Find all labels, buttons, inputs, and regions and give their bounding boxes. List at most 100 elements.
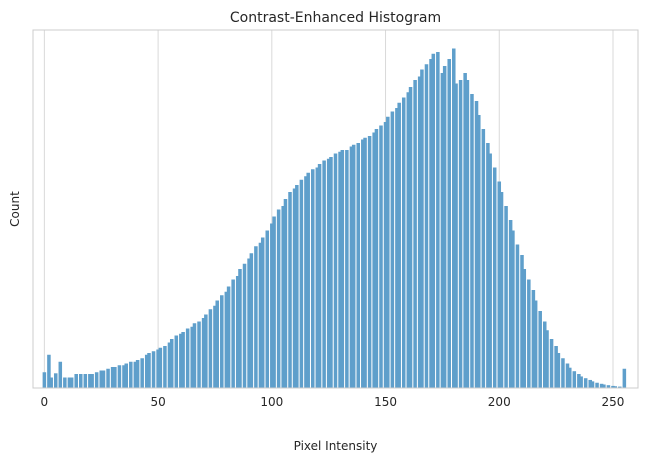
histogram-bar [213, 305, 217, 388]
histogram-bar [299, 179, 304, 388]
histogram-bar [101, 370, 106, 388]
histogram-bar [565, 363, 570, 388]
histogram-bar [283, 199, 288, 388]
histogram-bar [163, 346, 167, 388]
histogram-bar [322, 160, 326, 388]
histogram-bar [83, 374, 88, 388]
histogram-bar [413, 80, 417, 388]
histogram-bar [606, 385, 611, 388]
histogram-bar [345, 150, 349, 388]
histogram-bar [260, 237, 265, 388]
histogram-bar [545, 330, 549, 388]
histogram-bar [310, 169, 315, 388]
histogram-bar [361, 139, 365, 388]
histogram-bar [561, 358, 565, 388]
histogram-bar [436, 52, 440, 388]
histogram-bar [129, 361, 133, 388]
y-axis-label: Count [8, 191, 22, 227]
histogram-bar [538, 311, 542, 388]
histogram-bar [270, 223, 274, 388]
histogram-bar [452, 48, 456, 388]
x-axis-label: Pixel Intensity [294, 439, 378, 453]
histogram-bar [579, 376, 583, 388]
histogram-bar [249, 253, 254, 388]
histogram-bar [429, 59, 433, 388]
histogram-bar [201, 318, 206, 388]
histogram-bar [508, 220, 513, 388]
histogram-bar [276, 209, 281, 388]
x-tick-label: 50 [150, 395, 165, 409]
histogram-bar [106, 368, 110, 388]
histogram-bar [258, 242, 263, 388]
x-tick-labels: 0 50 100 150 200 250 [41, 395, 625, 409]
histogram-bar [611, 385, 615, 388]
histogram-bar [340, 150, 345, 388]
histogram-bar [242, 263, 247, 388]
histogram-bar [306, 172, 310, 388]
histogram-bar [520, 255, 524, 388]
histogram-bar [454, 83, 458, 388]
histogram-bar [406, 92, 411, 388]
histogram-bar [254, 246, 258, 388]
histogram-bar [588, 379, 592, 388]
x-tick-label: 150 [374, 395, 397, 409]
histogram-bar [133, 361, 138, 388]
histogram-bar [122, 365, 126, 388]
chart-title: Contrast-Enhanced Histogram [230, 10, 441, 26]
histogram-bar [204, 314, 208, 388]
histogram-bar [613, 386, 618, 388]
histogram-bar [231, 279, 235, 388]
histogram-bar [315, 167, 320, 388]
histogram-bar [292, 188, 297, 388]
histogram-bar [351, 144, 356, 388]
histogram-bar [179, 333, 183, 388]
histogram-bar [247, 258, 251, 388]
histogram-bar [356, 143, 361, 388]
histogram-bar [542, 321, 547, 388]
histogram-bar [69, 377, 74, 388]
histogram-bar [618, 386, 622, 388]
histogram-bar [329, 157, 333, 388]
histogram-bar [169, 339, 174, 388]
histogram-bar [79, 374, 83, 388]
histogram-bar [113, 367, 117, 388]
histogram-bar [367, 136, 372, 388]
histogram-bar [88, 374, 92, 388]
histogram-bar [53, 373, 58, 388]
histogram-bar [408, 87, 413, 388]
histogram-bar [463, 73, 467, 388]
histogram-bar [235, 276, 240, 388]
histogram-bar [431, 53, 436, 388]
histogram-bar [481, 129, 486, 388]
histogram-bar [492, 167, 497, 388]
histogram-bar [281, 206, 285, 388]
histogram-bar [590, 381, 595, 388]
histogram-bar [622, 368, 627, 388]
x-tick-label: 200 [488, 395, 511, 409]
histogram-bar [317, 164, 322, 388]
histogram-bar [556, 353, 561, 388]
histogram-bar [583, 378, 588, 388]
histogram-bar [458, 80, 463, 388]
histogram-bar [577, 374, 581, 388]
histogram-bar [568, 367, 572, 388]
histogram-bar [602, 384, 606, 388]
histogram-bar [379, 125, 383, 388]
histogram-bar [124, 363, 129, 388]
histogram-bar [474, 101, 479, 388]
histogram-bar [527, 279, 531, 388]
histogram-bar [486, 143, 490, 388]
x-tick-label: 0 [41, 395, 49, 409]
histogram-bar [465, 80, 470, 388]
histogram-bar [192, 323, 197, 388]
histogram-bar [326, 158, 331, 388]
histogram-bar [424, 64, 429, 388]
histogram-bar [533, 300, 538, 388]
histogram-bar [272, 216, 276, 388]
histogram-bar [220, 295, 224, 388]
histogram-bar [265, 230, 270, 388]
histogram-bar [333, 153, 338, 388]
histogram-bar [440, 73, 445, 388]
x-tick-label: 250 [602, 395, 625, 409]
histogram-bar [447, 59, 451, 388]
